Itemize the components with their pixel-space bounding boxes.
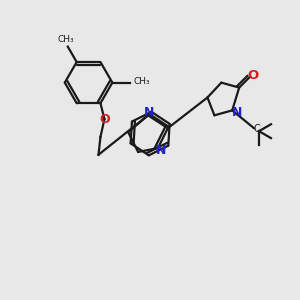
Text: N: N [144, 106, 154, 119]
Text: CH₃: CH₃ [133, 77, 150, 86]
Text: N: N [156, 145, 166, 158]
Text: O: O [248, 69, 259, 82]
Text: C: C [254, 124, 260, 134]
Text: N: N [232, 106, 242, 119]
Text: CH₃: CH₃ [58, 34, 74, 43]
Text: O: O [99, 112, 110, 126]
